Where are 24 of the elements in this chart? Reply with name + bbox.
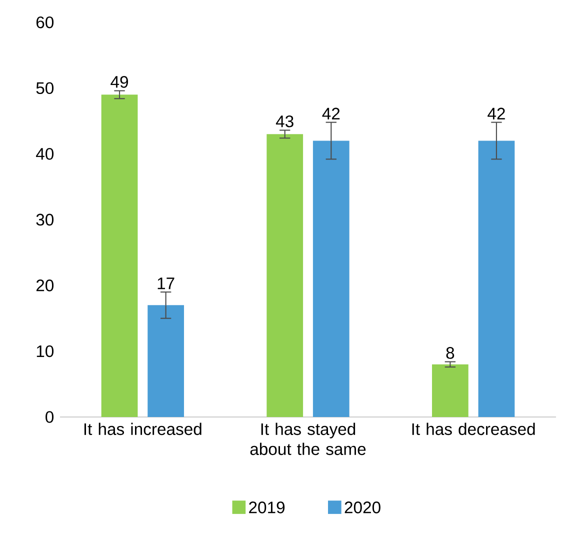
legend-label: 2019 xyxy=(249,502,285,514)
bar xyxy=(101,94,138,417)
y-tick-label: 20 xyxy=(36,280,54,292)
data-label: 8 xyxy=(446,347,454,359)
y-tick-label: 40 xyxy=(36,148,54,160)
bar xyxy=(478,140,515,417)
bar xyxy=(432,364,468,417)
x-tick-label: It has decreased xyxy=(412,422,535,436)
y-tick-label: 10 xyxy=(36,345,54,358)
bar xyxy=(148,305,184,417)
x-tick-label: It has stayed about the same xyxy=(250,422,366,456)
data-label: 43 xyxy=(276,115,294,128)
data-label: 42 xyxy=(488,108,505,120)
legend-label: 2020 xyxy=(344,502,380,514)
data-label: 49 xyxy=(110,76,128,88)
bar xyxy=(266,134,304,417)
y-tick-label: 60 xyxy=(36,16,54,28)
bar xyxy=(312,140,350,417)
y-tick-label: 30 xyxy=(36,214,54,226)
data-label: 42 xyxy=(322,108,340,120)
data-label: 17 xyxy=(158,278,174,290)
x-tick-label: It has increased xyxy=(84,422,202,436)
y-tick-label: 50 xyxy=(36,82,54,94)
y-tick-label: 0 xyxy=(46,411,54,423)
